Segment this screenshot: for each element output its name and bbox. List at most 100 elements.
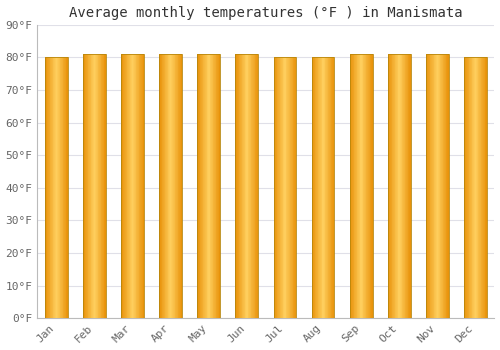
Bar	[368, 54, 369, 318]
Bar	[66, 57, 67, 318]
Bar	[324, 57, 326, 318]
Bar	[160, 54, 161, 318]
Bar	[350, 54, 351, 318]
Bar	[282, 57, 284, 318]
Bar	[355, 54, 356, 318]
Bar	[121, 54, 144, 318]
Bar	[84, 54, 86, 318]
Bar	[286, 57, 288, 318]
Bar	[243, 54, 244, 318]
Bar	[141, 54, 142, 318]
Bar	[432, 54, 434, 318]
Bar	[289, 57, 290, 318]
Bar	[249, 54, 250, 318]
Bar	[216, 54, 217, 318]
Bar	[56, 57, 57, 318]
Bar	[90, 54, 92, 318]
Bar	[292, 57, 294, 318]
Bar	[172, 54, 173, 318]
Bar	[438, 54, 439, 318]
Bar	[62, 57, 64, 318]
Bar	[236, 54, 237, 318]
Bar	[163, 54, 164, 318]
Bar	[204, 54, 205, 318]
Bar	[312, 57, 313, 318]
Bar	[208, 54, 209, 318]
Bar	[246, 54, 247, 318]
Bar	[206, 54, 208, 318]
Bar	[284, 57, 285, 318]
Bar	[476, 57, 477, 318]
Bar	[169, 54, 170, 318]
Bar	[60, 57, 61, 318]
Bar	[209, 54, 210, 318]
Bar	[134, 54, 135, 318]
Bar	[428, 54, 429, 318]
Bar	[104, 54, 105, 318]
Bar	[121, 54, 122, 318]
Bar	[173, 54, 174, 318]
Bar	[247, 54, 248, 318]
Bar	[205, 54, 206, 318]
Bar	[279, 57, 280, 318]
Bar	[436, 54, 438, 318]
Bar	[50, 57, 51, 318]
Bar	[430, 54, 431, 318]
Bar	[323, 57, 324, 318]
Bar	[176, 54, 177, 318]
Bar	[132, 54, 134, 318]
Bar	[350, 54, 372, 318]
Bar	[390, 54, 391, 318]
Bar	[483, 57, 484, 318]
Title: Average monthly temperatures (°F ) in Manismata: Average monthly temperatures (°F ) in Ma…	[69, 6, 462, 20]
Bar	[484, 57, 486, 318]
Bar	[482, 57, 483, 318]
Bar	[212, 54, 214, 318]
Bar	[394, 54, 396, 318]
Bar	[364, 54, 365, 318]
Bar	[103, 54, 104, 318]
Bar	[58, 57, 59, 318]
Bar	[124, 54, 125, 318]
Bar	[444, 54, 445, 318]
Bar	[472, 57, 473, 318]
Bar	[356, 54, 358, 318]
Bar	[408, 54, 409, 318]
Bar	[61, 57, 62, 318]
Bar	[471, 57, 472, 318]
Bar	[409, 54, 410, 318]
Bar	[361, 54, 362, 318]
Bar	[442, 54, 444, 318]
Bar	[83, 54, 106, 318]
Bar	[215, 54, 216, 318]
Bar	[198, 54, 220, 318]
Bar	[256, 54, 257, 318]
Bar	[125, 54, 126, 318]
Bar	[46, 57, 48, 318]
Bar	[240, 54, 241, 318]
Bar	[105, 54, 106, 318]
Bar	[236, 54, 258, 318]
Bar	[162, 54, 163, 318]
Bar	[362, 54, 364, 318]
Bar	[211, 54, 212, 318]
Bar	[93, 54, 94, 318]
Bar	[371, 54, 372, 318]
Bar	[57, 57, 58, 318]
Bar	[352, 54, 353, 318]
Bar	[130, 54, 131, 318]
Bar	[317, 57, 318, 318]
Bar	[312, 57, 334, 318]
Bar	[360, 54, 361, 318]
Bar	[431, 54, 432, 318]
Bar	[404, 54, 406, 318]
Bar	[365, 54, 366, 318]
Bar	[200, 54, 201, 318]
Bar	[329, 57, 330, 318]
Bar	[353, 54, 354, 318]
Bar	[435, 54, 436, 318]
Bar	[396, 54, 397, 318]
Bar	[217, 54, 218, 318]
Bar	[248, 54, 249, 318]
Bar	[160, 54, 182, 318]
